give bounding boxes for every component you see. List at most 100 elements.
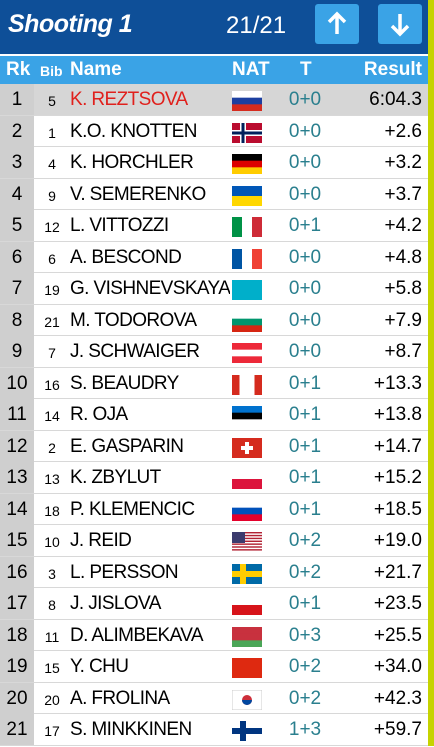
nation-flag: [232, 500, 262, 527]
athlete-name: J. SCHWAIGER: [70, 341, 200, 363]
rank: 15: [0, 525, 34, 557]
flag: [232, 217, 263, 238]
result: +15.2: [373, 467, 422, 489]
edge-border: [428, 0, 434, 746]
athlete-name: K. REZTSOVA: [70, 89, 188, 110]
result-row: 9 7 J. SCHWAIGER 0+0 +8.7: [0, 336, 428, 368]
result: +19.0: [373, 530, 422, 552]
athlete-name: S. BEAUDRY: [70, 372, 179, 394]
nation-flag: [232, 122, 262, 149]
flag: [232, 595, 262, 616]
header-bar: Shooting 1 21/21: [0, 0, 434, 54]
rank: 9: [0, 336, 34, 368]
counter: 21/21: [226, 12, 287, 39]
result-row: 2 1 K.O. KNOTTEN 0+0 +2.6: [0, 115, 428, 149]
bib: 13: [44, 471, 60, 488]
flag: [232, 280, 262, 301]
result: +18.5: [373, 498, 422, 520]
penalties: 0+2: [288, 656, 322, 678]
result-row: 4 9 V. SEMERENKO 0+0 +3.7: [0, 178, 428, 212]
nation-flag: [232, 217, 263, 243]
rank: 2: [0, 115, 34, 147]
result: +7.9: [384, 309, 422, 331]
athlete-name: R. OJA: [70, 404, 128, 426]
flag: [232, 311, 262, 333]
rank: 18: [0, 619, 34, 651]
flag: [232, 185, 262, 207]
bib: 4: [48, 156, 56, 173]
penalties: 0+3: [288, 624, 322, 646]
bib: 3: [48, 565, 56, 582]
result-row: 5 12 L. VITTOZZI 0+1 +4.2: [0, 210, 428, 242]
nation-flag: [232, 437, 262, 464]
bib: 8: [48, 597, 56, 614]
penalties: 0+0: [288, 120, 322, 142]
penalties: 0+1: [288, 404, 322, 426]
result: +5.8: [384, 278, 422, 300]
penalties: 0+2: [288, 530, 322, 552]
result: +34.0: [373, 656, 422, 678]
result: +59.7: [373, 719, 422, 741]
rank: 8: [0, 304, 34, 336]
result: +13.8: [373, 404, 422, 426]
result-row: 11 14 R. OJA 0+1 +13.8: [0, 399, 428, 431]
bib: 20: [44, 691, 60, 708]
result-row: 1 5 K. REZTSOVA 0+0 6:04.3: [0, 84, 428, 116]
bib: 7: [48, 345, 56, 362]
col-nat: NAT: [232, 59, 270, 80]
athlete-name: L. PERSSON: [70, 561, 179, 583]
penalties: 0+2: [288, 687, 322, 709]
result-row: 16 3 L. PERSSON 0+2 +21.7: [0, 556, 428, 589]
nation-flag: [232, 248, 263, 275]
bib: 9: [48, 187, 56, 204]
result-row: 7 19 G. VISHNEVSKAYA 0+0 +5.8: [0, 273, 428, 305]
penalties: 0+0: [288, 341, 322, 363]
flag: [232, 248, 263, 269]
nation-flag: [232, 406, 262, 432]
penalties: 0+1: [288, 498, 322, 520]
penalties: 0+2: [288, 561, 322, 583]
bib: 21: [44, 313, 60, 330]
penalties: 0+0: [288, 246, 322, 268]
bib: 12: [44, 219, 60, 236]
nation-flag: [232, 343, 262, 369]
flag: [232, 406, 262, 427]
rank: 21: [0, 714, 34, 746]
rank: 1: [0, 84, 34, 115]
nation-flag: [232, 280, 262, 306]
rank: 13: [0, 462, 34, 494]
up-button[interactable]: [315, 4, 359, 44]
flag: [232, 626, 262, 648]
flag: [232, 532, 262, 553]
down-button[interactable]: [378, 4, 422, 44]
nation-flag: [231, 689, 263, 716]
nation-flag: [232, 532, 262, 558]
nation-flag: [232, 658, 262, 684]
penalties: 1+3: [288, 719, 322, 741]
result-row: 8 21 M. TODOROVA 0+0 +7.9: [0, 304, 428, 337]
athlete-name: V. SEMERENKO: [70, 183, 206, 205]
penalties: 0+0: [288, 309, 322, 331]
nation-flag: [232, 154, 262, 180]
rank: 5: [0, 210, 34, 242]
title: Shooting 1: [8, 10, 133, 38]
result-row: 17 8 J. JISLOVA 0+1 +23.5: [0, 588, 428, 620]
penalties: 0+0: [288, 278, 322, 300]
athlete-name: D. ALIMBEKAVA: [70, 624, 204, 646]
bib: 10: [44, 534, 60, 551]
nation-flag: [232, 185, 262, 212]
bib: 17: [44, 723, 60, 740]
penalties: 0+1: [288, 467, 322, 489]
rank: 19: [0, 651, 34, 683]
bib: 18: [44, 502, 60, 519]
down-arrow: [390, 14, 410, 37]
penalties: 0+1: [288, 593, 322, 615]
result-row: 19 15 Y. CHU 0+2 +34.0: [0, 651, 428, 683]
rank: 6: [0, 241, 34, 273]
flag: [232, 437, 262, 458]
bib: 1: [48, 124, 56, 141]
athlete-name: L. VITTOZZI: [70, 215, 169, 237]
athlete-name: M. TODOROVA: [70, 309, 197, 331]
penalties: 0+1: [288, 435, 322, 457]
athlete-name: K. ZBYLUT: [70, 467, 161, 489]
